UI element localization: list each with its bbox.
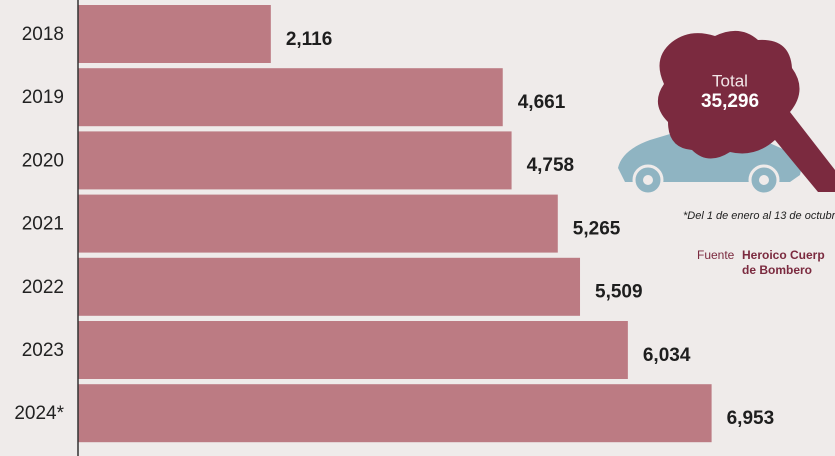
hub <box>643 175 653 185</box>
y-tick-label: 2018 <box>22 24 64 45</box>
y-tick-label: 2024* <box>14 403 64 424</box>
bar <box>78 5 271 63</box>
value-label: 2,116 <box>286 29 333 50</box>
source: de Bombero <box>742 263 812 277</box>
value-label: 4,758 <box>527 155 575 176</box>
source-label: Fuente <box>697 248 735 262</box>
total-value: 35,296 <box>701 91 759 112</box>
value-label: 6,034 <box>643 345 691 366</box>
bar <box>78 258 580 316</box>
value-label: 6,953 <box>727 408 775 429</box>
chart: Total 35,296 *Del 1 de enero al 13 de oc… <box>0 0 835 456</box>
y-tick-label: 2021 <box>22 214 64 235</box>
hub <box>759 175 769 185</box>
source: Heroico Cuerp <box>742 248 825 262</box>
total-label: Total <box>712 71 748 90</box>
y-tick-label: 2023 <box>22 340 64 361</box>
bar <box>78 131 512 189</box>
bar <box>78 384 712 442</box>
note: *Del 1 de enero al 13 de octubr <box>683 210 835 222</box>
bar <box>78 195 558 253</box>
value-label: 5,509 <box>595 282 643 303</box>
y-tick-label: 2020 <box>22 150 64 171</box>
y-tick-label: 2022 <box>22 277 64 298</box>
value-label: 5,265 <box>573 218 621 239</box>
bar <box>78 68 503 126</box>
bar <box>78 321 628 379</box>
y-tick-label: 2019 <box>22 87 64 108</box>
value-label: 4,661 <box>518 92 566 113</box>
